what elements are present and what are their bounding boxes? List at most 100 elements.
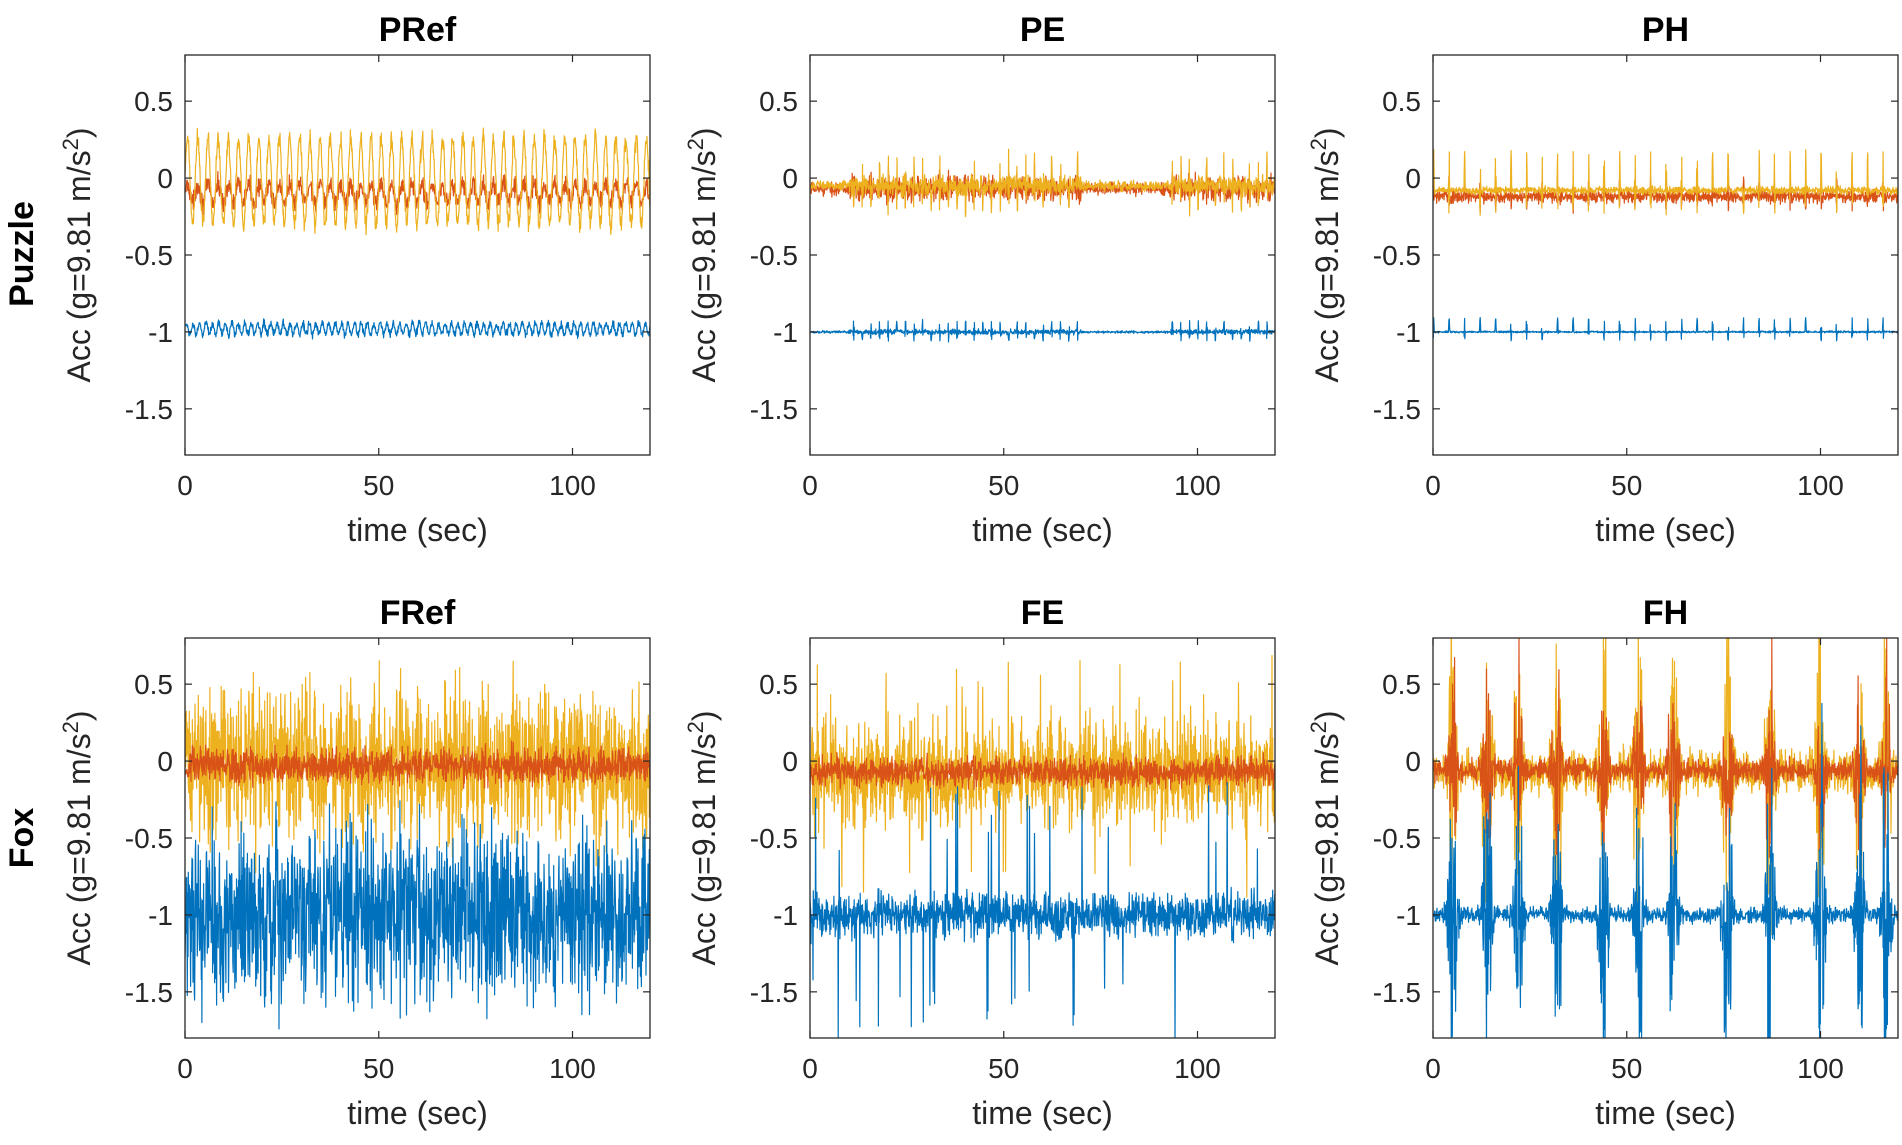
x-tick-label: 100 xyxy=(549,470,596,501)
panel-fh: 0 50 100 0.5 0 -0.5 -1 -1.5 FH time (sec) Acc (g=9… xyxy=(1306,594,1899,1131)
y-axis-label-main: Acc (g=9.81 m/s xyxy=(1309,150,1345,382)
series-line-y xyxy=(810,751,1275,793)
x-tick-label: 0 xyxy=(1425,470,1441,501)
panel-title: PRef xyxy=(379,11,457,49)
series-line-x xyxy=(185,318,650,340)
x-axis-label: time (sec) xyxy=(1595,512,1735,548)
x-tick-label: 50 xyxy=(363,470,394,501)
series-line-z xyxy=(1433,638,1898,936)
y-axis-label-close: ) xyxy=(1309,711,1345,722)
series-line-x xyxy=(1433,702,1898,1038)
series-line-y xyxy=(1433,638,1898,877)
y-tick-label: -0.5 xyxy=(1373,240,1421,271)
y-tick-label: 0 xyxy=(782,163,798,194)
panel-fref: 0 50 100 0.5 0 -0.5 -1 -1.5 FRef time (sec) Acc (g… xyxy=(58,594,651,1131)
y-axis-label: Acc (g=9.81 m/s2) xyxy=(1306,711,1345,966)
y-axis-label: Acc (g=9.81 m/s2) xyxy=(1306,128,1345,383)
panel-fe: 0 50 100 0.5 0 -0.5 -1 -1.5 FE time (sec) Acc (g=9… xyxy=(683,594,1276,1131)
series-group xyxy=(185,660,650,1030)
y-tick-label: -1.5 xyxy=(1373,394,1421,425)
series-line-z xyxy=(810,148,1275,218)
y-axis-label-close: ) xyxy=(61,711,97,722)
y-tick-label: 0.5 xyxy=(1382,669,1421,700)
y-tick-label: -1 xyxy=(773,900,798,931)
series-group xyxy=(810,654,1275,1038)
y-axis-label-close: ) xyxy=(686,711,722,722)
x-tick-label: 50 xyxy=(1611,1053,1642,1084)
series-line-z xyxy=(1433,148,1898,216)
x-tick-label: 100 xyxy=(1174,470,1221,501)
y-axis-label-main: Acc (g=9.81 m/s xyxy=(61,733,97,965)
x-tick-label: 50 xyxy=(363,1053,394,1084)
series-line-x xyxy=(185,800,650,1030)
x-tick-label: 100 xyxy=(549,1053,596,1084)
x-axis-label: time (sec) xyxy=(972,512,1112,548)
x-tick-label: 0 xyxy=(802,470,818,501)
y-tick-label: -1.5 xyxy=(750,394,798,425)
panel-ph: 0 50 100 0.5 0 -0.5 -1 -1.5 PH time (sec) Acc (g=9… xyxy=(1306,11,1899,548)
panel-title: FE xyxy=(1021,594,1064,632)
series-group xyxy=(810,148,1275,343)
y-tick-label: -0.5 xyxy=(125,240,173,271)
y-axis-label-main: Acc (g=9.81 m/s xyxy=(61,150,97,382)
y-axis-label-main: Acc (g=9.81 m/s xyxy=(686,733,722,965)
y-tick-label: -1 xyxy=(1396,900,1421,931)
y-axis-label: Acc (g=9.81 m/s2) xyxy=(683,128,722,383)
y-tick-label: 0.5 xyxy=(1382,86,1421,117)
y-tick-label: 0 xyxy=(1405,746,1421,777)
y-tick-label: 0 xyxy=(782,746,798,777)
series-group xyxy=(1433,148,1898,342)
x-tick-label: 0 xyxy=(1425,1053,1441,1084)
y-axis-label-exponent: 2 xyxy=(683,721,708,733)
y-tick-label: -0.5 xyxy=(750,823,798,854)
panel-title: FRef xyxy=(380,594,456,632)
x-tick-label: 100 xyxy=(1174,1053,1221,1084)
panel-title: PH xyxy=(1642,11,1689,49)
y-tick-label: -1.5 xyxy=(125,394,173,425)
x-tick-label: 0 xyxy=(177,470,193,501)
y-axis-label-close: ) xyxy=(1309,128,1345,139)
x-tick-label: 100 xyxy=(1797,1053,1844,1084)
series-line-z xyxy=(185,127,650,236)
x-tick-label: 50 xyxy=(988,1053,1019,1084)
y-axis-label-exponent: 2 xyxy=(1306,138,1331,150)
y-axis-label: Acc (g=9.81 m/s2) xyxy=(683,711,722,966)
series-line-x xyxy=(810,318,1275,343)
y-tick-label: 0 xyxy=(157,163,173,194)
y-tick-label: 0 xyxy=(157,746,173,777)
y-tick-label: -1.5 xyxy=(750,977,798,1008)
x-tick-label: 0 xyxy=(802,1053,818,1084)
y-axis-label: Acc (g=9.81 m/s2) xyxy=(58,711,97,966)
y-tick-label: 0.5 xyxy=(134,669,173,700)
series-line-x xyxy=(810,782,1275,1038)
y-tick-label: -1.5 xyxy=(1373,977,1421,1008)
x-tick-label: 50 xyxy=(1611,470,1642,501)
y-axis-label-exponent: 2 xyxy=(683,138,708,150)
x-tick-label: 100 xyxy=(1797,470,1844,501)
y-tick-label: -1 xyxy=(148,317,173,348)
y-axis-label-close: ) xyxy=(61,128,97,139)
x-tick-label: 0 xyxy=(177,1053,193,1084)
x-axis-label: time (sec) xyxy=(347,1095,487,1131)
y-tick-label: -0.5 xyxy=(125,823,173,854)
y-tick-label: -0.5 xyxy=(1373,823,1421,854)
y-axis-label-main: Acc (g=9.81 m/s xyxy=(686,150,722,382)
series-group xyxy=(185,127,650,340)
x-axis-label: time (sec) xyxy=(1595,1095,1735,1131)
y-tick-label: -1 xyxy=(148,900,173,931)
panel-pe: 0 50 100 0.5 0 -0.5 -1 -1.5 PE time (sec) Acc (g=9… xyxy=(683,11,1276,548)
y-axis-label-main: Acc (g=9.81 m/s xyxy=(1309,733,1345,965)
panel-title: FH xyxy=(1643,594,1688,632)
x-axis-label: time (sec) xyxy=(972,1095,1112,1131)
y-tick-label: -1 xyxy=(1396,317,1421,348)
y-axis-label-exponent: 2 xyxy=(58,721,83,733)
panel-title: PE xyxy=(1020,11,1065,49)
y-tick-label: 0.5 xyxy=(759,669,798,700)
panel-pref: 0 50 100 0.5 0 -0.5 -1 -1.5 PRef time (sec) Acc (g… xyxy=(58,11,651,548)
x-tick-label: 50 xyxy=(988,470,1019,501)
y-tick-label: 0 xyxy=(1405,163,1421,194)
series-line-x xyxy=(1433,317,1898,342)
y-tick-label: -1.5 xyxy=(125,977,173,1008)
y-axis-label-close: ) xyxy=(686,128,722,139)
